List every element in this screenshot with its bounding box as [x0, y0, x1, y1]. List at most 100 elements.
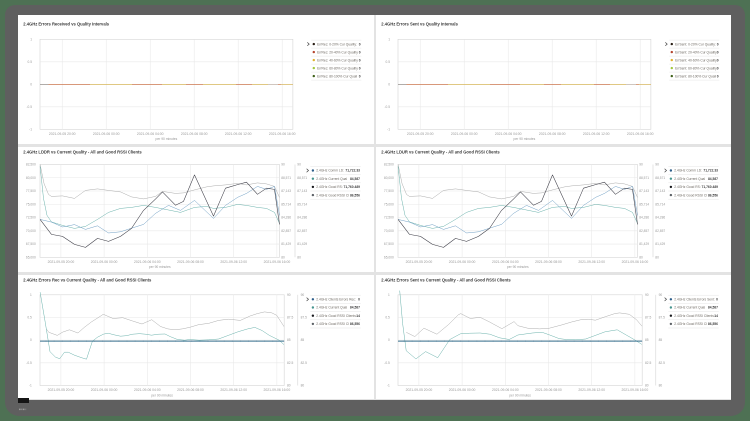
svg-text:85: 85 — [659, 338, 663, 342]
svg-text:ErrSent: 40-60% Cur Quality: ErrSent: 40-60% Cur Quality — [675, 58, 717, 62]
svg-text:2.4GHz Good RSSI Clients:: 2.4GHz Good RSSI Clients: — [674, 314, 715, 318]
svg-text:90: 90 — [297, 162, 301, 166]
svg-text:86,556: 86,556 — [349, 322, 359, 326]
svg-text:75,000: 75,000 — [25, 202, 35, 206]
svg-text:2021-09-06 08:00: 2021-09-06 08:00 — [177, 388, 204, 392]
svg-text:90: 90 — [655, 162, 659, 166]
svg-text:84,286: 84,286 — [655, 215, 665, 219]
svg-text:-1: -1 — [29, 127, 32, 131]
svg-text:2.4GHz Good RS:: 2.4GHz Good RS: — [674, 185, 701, 189]
svg-text:ErrRec: 80-100% Cur Quali: ErrRec: 80-100% Cur Quali — [317, 74, 357, 78]
svg-text:81,429: 81,429 — [639, 242, 649, 246]
svg-text:86,556: 86,556 — [708, 322, 718, 326]
svg-text:84,286: 84,286 — [297, 215, 307, 219]
svg-text:82,500: 82,500 — [384, 162, 394, 166]
svg-text:80: 80 — [645, 383, 649, 387]
svg-text:80: 80 — [300, 383, 304, 387]
svg-text:per 90 minutes: per 90 minutes — [155, 136, 177, 140]
svg-text:87.5: 87.5 — [659, 315, 665, 319]
svg-text:2.4GHz Errors Sent vs Quality: 2.4GHz Errors Sent vs Quality Intervals — [381, 21, 458, 26]
svg-text:2021-09-05 20:00: 2021-09-05 20:00 — [48, 131, 75, 135]
svg-text:2021-09-06 16:00: 2021-09-06 16:00 — [263, 388, 290, 392]
svg-text:2021-09-06 08:00: 2021-09-06 08:00 — [180, 131, 207, 135]
svg-text:2021-09-05 20:00: 2021-09-05 20:00 — [47, 259, 74, 263]
svg-text:2.4GHz Good RSSI Cl: 2.4GHz Good RSSI Cl — [674, 193, 707, 197]
svg-text:87.5: 87.5 — [286, 315, 292, 319]
svg-text:2.4GHz LDDR vs Current Quality: 2.4GHz LDDR vs Current Quality - All and… — [23, 149, 142, 154]
svg-text:77,500: 77,500 — [25, 189, 35, 193]
svg-text:0: 0 — [358, 42, 360, 46]
svg-text:2021-09-05 20:00: 2021-09-05 20:00 — [406, 388, 433, 392]
svg-text:80,000: 80,000 — [25, 175, 35, 179]
svg-text:0.5: 0.5 — [27, 315, 32, 319]
svg-text:2021-09-06 00:00: 2021-09-06 00:00 — [92, 131, 119, 135]
svg-text:0: 0 — [358, 297, 360, 301]
svg-text:81,429: 81,429 — [655, 242, 665, 246]
svg-text:90: 90 — [659, 293, 663, 297]
svg-text:2.4GHz LDUR vs Current Quality: 2.4GHz LDUR vs Current Quality - All and… — [381, 149, 500, 154]
svg-text:85,714: 85,714 — [281, 202, 291, 206]
svg-text:2021-09-06 00:00: 2021-09-06 00:00 — [449, 388, 476, 392]
svg-text:2.4GHz Clients Errors Sent:: 2.4GHz Clients Errors Sent: — [674, 297, 715, 301]
svg-text:2021-09-06 04:00: 2021-09-06 04:00 — [492, 388, 519, 392]
svg-text:2.4GHz Current Qual: 2.4GHz Current Qual — [674, 176, 705, 180]
svg-text:0: 0 — [717, 74, 719, 78]
svg-text:0.5: 0.5 — [386, 59, 391, 63]
svg-text:87,143: 87,143 — [281, 189, 291, 193]
svg-text:84,587: 84,587 — [708, 305, 718, 309]
svg-text:0: 0 — [388, 82, 390, 86]
svg-text:2021-09-06 04:00: 2021-09-06 04:00 — [136, 131, 163, 135]
svg-text:72,500: 72,500 — [25, 215, 35, 219]
svg-text:80: 80 — [281, 255, 285, 259]
svg-text:2021-09-06 12:00: 2021-09-06 12:00 — [220, 259, 247, 263]
svg-text:per 90 minutes: per 90 minutes — [151, 393, 173, 397]
svg-text:88,571: 88,571 — [639, 175, 649, 179]
svg-text:0: 0 — [30, 338, 32, 342]
svg-text:per 90 minutes: per 90 minutes — [514, 136, 536, 140]
svg-text:82.5: 82.5 — [300, 361, 306, 365]
svg-text:67,500: 67,500 — [25, 242, 35, 246]
svg-text:1: 1 — [388, 37, 390, 41]
svg-text:87,143: 87,143 — [639, 189, 649, 193]
svg-text:-0.5: -0.5 — [385, 104, 391, 108]
svg-text:2021-09-06 00:00: 2021-09-06 00:00 — [451, 131, 478, 135]
svg-text:90: 90 — [639, 162, 643, 166]
svg-text:-1: -1 — [387, 383, 390, 387]
svg-text:84,587: 84,587 — [708, 176, 718, 180]
svg-text:1: 1 — [30, 293, 32, 297]
svg-text:2021-09-06 04:00: 2021-09-06 04:00 — [492, 259, 519, 263]
svg-text:0: 0 — [358, 66, 360, 70]
svg-text:1: 1 — [30, 37, 32, 41]
svg-text:1: 1 — [388, 293, 390, 297]
svg-text:80: 80 — [286, 383, 290, 387]
svg-text:0: 0 — [716, 297, 718, 301]
svg-text:ErrSent: 60-80% Cur Quality: ErrSent: 60-80% Cur Quality — [675, 66, 717, 70]
svg-text:82.5: 82.5 — [286, 361, 292, 365]
svg-text:per 90 minutes: per 90 minutes — [507, 265, 529, 269]
svg-text:2021-09-06 12:00: 2021-09-06 12:00 — [578, 388, 605, 392]
svg-text:67,500: 67,500 — [384, 242, 394, 246]
svg-text:85,714: 85,714 — [639, 202, 649, 206]
svg-text:-1: -1 — [387, 127, 390, 131]
svg-text:80: 80 — [655, 255, 659, 259]
svg-text:84,587: 84,587 — [349, 176, 359, 180]
svg-text:88,571: 88,571 — [281, 175, 291, 179]
svg-text:-1: -1 — [28, 383, 31, 387]
svg-text:84,286: 84,286 — [281, 215, 291, 219]
svg-text:81,429: 81,429 — [297, 242, 307, 246]
svg-text:82,500: 82,500 — [25, 162, 35, 166]
svg-text:ErrRec: 20-40% Cur Quality: ErrRec: 20-40% Cur Quality — [317, 50, 358, 54]
svg-text:2021-09-06 12:00: 2021-09-06 12:00 — [583, 131, 610, 135]
svg-text:ErrRec: 60-80% Cur Quality: ErrRec: 60-80% Cur Quality — [317, 66, 358, 70]
svg-text:2.4GHz Good RSSI Cl: 2.4GHz Good RSSI Cl — [674, 322, 707, 326]
svg-text:80: 80 — [659, 383, 663, 387]
svg-text:2021-09-06 12:00: 2021-09-06 12:00 — [224, 131, 251, 135]
svg-text:86,556: 86,556 — [349, 193, 359, 197]
svg-text:0: 0 — [358, 50, 360, 54]
svg-text:86,556: 86,556 — [708, 193, 718, 197]
svg-text:90: 90 — [286, 293, 290, 297]
svg-text:2021-09-06 00:00: 2021-09-06 00:00 — [90, 259, 117, 263]
svg-text:82,857: 82,857 — [281, 228, 291, 232]
svg-text:0: 0 — [358, 58, 360, 62]
svg-text:80,000: 80,000 — [384, 175, 394, 179]
